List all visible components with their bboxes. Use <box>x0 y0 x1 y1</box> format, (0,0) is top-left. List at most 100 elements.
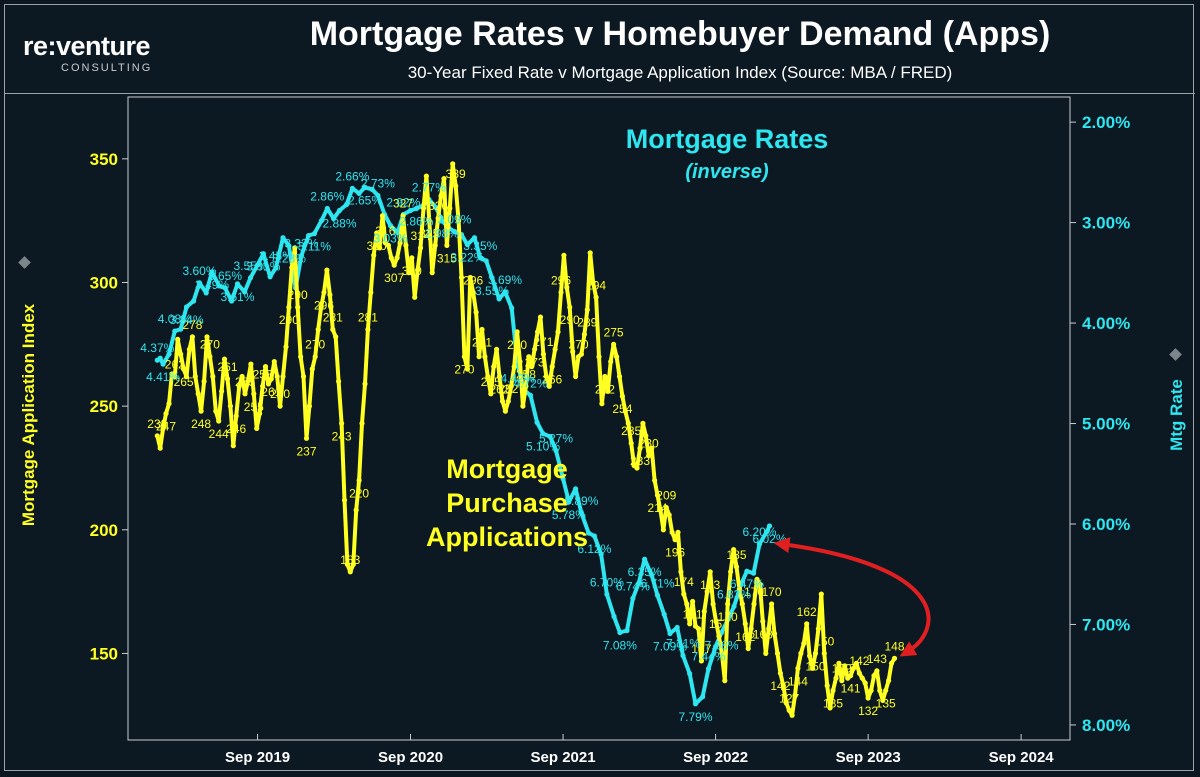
apps-point <box>824 683 830 689</box>
apps-data-label: 261 <box>217 360 237 374</box>
rates-point <box>547 434 553 440</box>
rates-data-label: 7.44% <box>691 650 725 664</box>
apps-data-label: 290 <box>279 313 299 327</box>
apps-point <box>183 373 190 380</box>
apps-point <box>625 420 631 426</box>
rates-point <box>483 258 489 264</box>
rates-data-label: 3.23% <box>272 252 306 266</box>
rates-point <box>496 296 502 302</box>
rates-point <box>183 304 190 310</box>
rates-data-label: 3.22% <box>450 251 484 265</box>
rates-point <box>172 328 178 334</box>
apps-data-label: 243 <box>332 429 352 443</box>
rates-point <box>642 556 648 562</box>
rates-data-label: 2.98% <box>425 227 459 241</box>
apps-data-label: 235 <box>621 424 641 438</box>
apps-point <box>853 660 860 666</box>
apps-point <box>198 408 204 414</box>
rates-point <box>247 275 254 281</box>
apps-data-label: 196 <box>665 546 685 560</box>
apps-point <box>880 697 886 704</box>
apps-point <box>716 633 722 639</box>
apps-point <box>537 314 544 320</box>
rates-data-label: 3.11% <box>298 240 331 254</box>
rates-data-label: 2.66% <box>335 169 369 183</box>
apps-point <box>599 401 605 407</box>
apps-point <box>584 307 590 313</box>
rates-point <box>203 290 209 296</box>
rates-point <box>553 448 559 454</box>
apps-point <box>491 364 497 370</box>
apps-point <box>388 255 394 261</box>
rates-data-label: 3.31% <box>246 260 280 274</box>
apps-point <box>777 670 784 676</box>
apps-point <box>731 547 737 553</box>
rates-data-label: 2.92% <box>386 196 420 210</box>
apps-point <box>181 366 187 372</box>
rates-data-label: 3.60% <box>182 264 216 278</box>
rates-data-label: 6.70% <box>590 575 624 589</box>
left-tick-label: 150 <box>90 644 118 663</box>
apps-point <box>675 529 681 535</box>
apps-data-label: 147 <box>691 642 711 656</box>
apps-point <box>473 309 479 315</box>
apps-point <box>760 618 766 624</box>
apps-point <box>862 680 868 686</box>
apps-point <box>511 364 517 370</box>
apps-point <box>210 373 216 380</box>
rates-data-label: 3.55% <box>475 284 509 298</box>
rates-data-label: 7.08% <box>603 639 637 653</box>
gap-arrow <box>773 537 931 657</box>
rates-point <box>509 305 515 311</box>
rates-point <box>267 274 273 280</box>
apps-point <box>888 660 895 666</box>
apps-point <box>371 252 377 258</box>
apps-point <box>204 334 210 340</box>
apps-point <box>461 354 467 360</box>
apps-data-label: 135 <box>876 697 896 711</box>
apps-point <box>850 665 857 671</box>
apps-point <box>798 650 804 657</box>
apps-data-label: 171 <box>683 608 703 622</box>
apps-point <box>643 433 649 439</box>
apps-point <box>701 608 707 615</box>
rates-data-label: 4.08% <box>158 312 192 326</box>
apps-point <box>175 336 181 342</box>
apps-point <box>277 403 283 409</box>
apps-point <box>891 655 898 662</box>
apps-point <box>306 403 312 409</box>
apps-point <box>178 351 184 357</box>
apps-point <box>520 403 526 409</box>
apps-point <box>426 218 432 224</box>
apps-point <box>526 354 532 360</box>
apps-point <box>751 601 757 607</box>
apps-point <box>827 705 833 711</box>
plot-area <box>127 96 1071 741</box>
apps-point <box>353 507 359 513</box>
apps-point <box>859 675 865 681</box>
apps-point <box>274 373 280 380</box>
apps-point <box>660 527 667 533</box>
apps-point <box>213 408 219 414</box>
apps-data-label: 254 <box>612 402 632 416</box>
apps-point <box>172 373 178 380</box>
apps-point <box>830 687 836 694</box>
rates-data-label: 5.89% <box>564 494 598 508</box>
rates-point <box>273 265 279 271</box>
rates-point <box>617 629 623 636</box>
rates-data-label: 6.20% <box>742 525 776 539</box>
apps-point <box>394 255 400 261</box>
apps-data-label: 183 <box>700 578 720 592</box>
apps-data-label: 185 <box>726 548 746 562</box>
x-tick-label: Sep 2024 <box>989 749 1055 766</box>
rates-point <box>305 233 312 239</box>
apps-point <box>619 393 626 399</box>
apps-point <box>420 205 427 211</box>
rates-point <box>229 298 235 304</box>
apps-point <box>795 665 801 671</box>
apps-point <box>485 373 491 380</box>
rates-point <box>344 201 350 208</box>
rates-data-label: 6.47% <box>730 577 764 591</box>
apps-data-label: 148 <box>884 639 904 653</box>
apps-point <box>300 373 307 380</box>
